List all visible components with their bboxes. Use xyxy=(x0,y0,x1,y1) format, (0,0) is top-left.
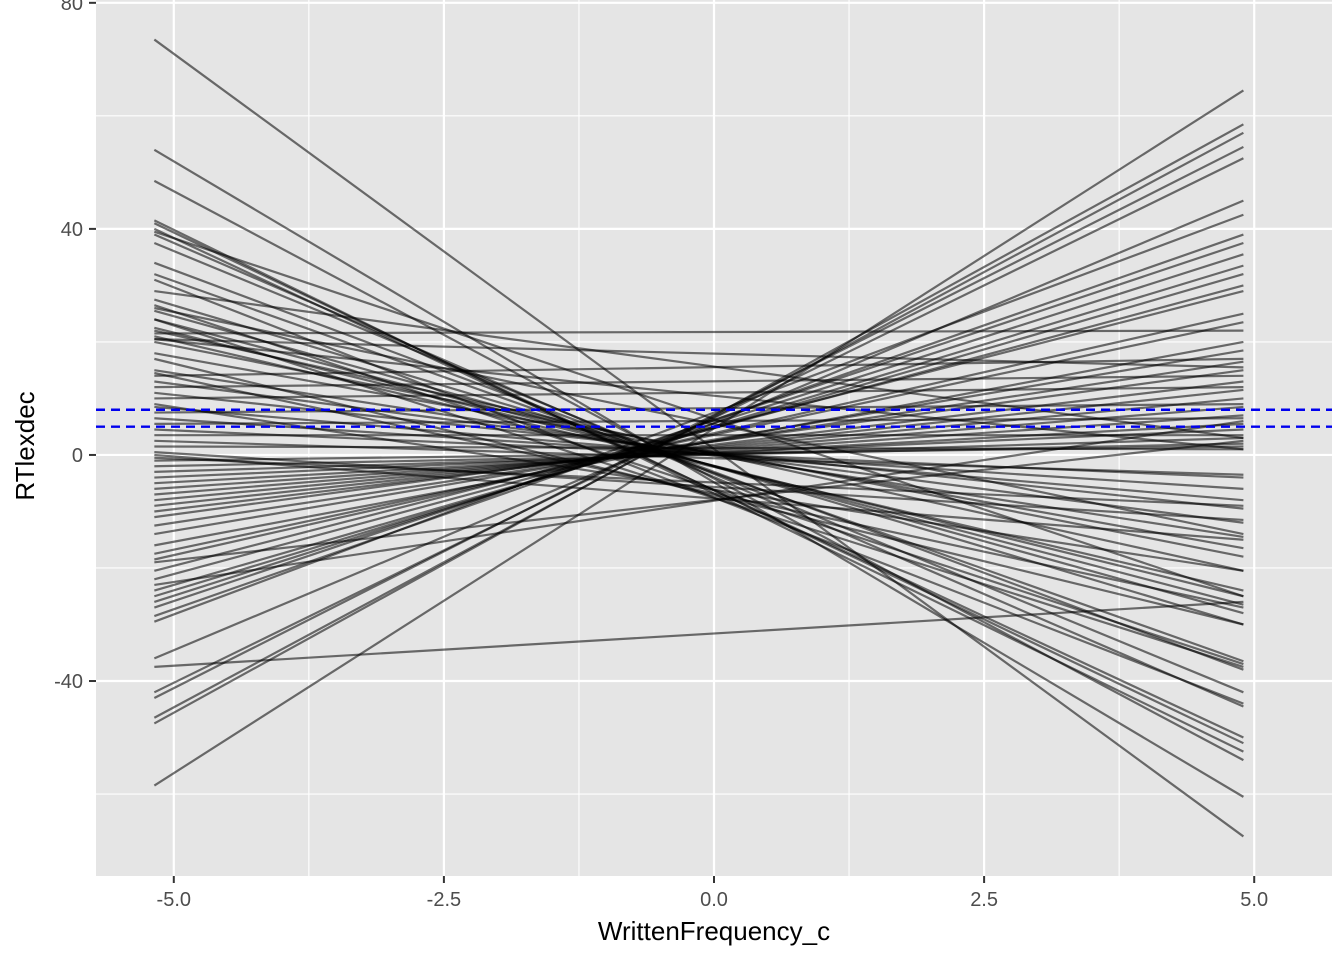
series-line xyxy=(154,312,1244,561)
series-line xyxy=(153,233,1244,708)
x-tick-label: 2.5 xyxy=(970,889,998,911)
x-tick-label: 0.0 xyxy=(700,889,728,911)
series-line xyxy=(153,261,1244,671)
y-axis-title: RTlexdec xyxy=(10,391,40,500)
series-line xyxy=(154,369,1244,519)
series-line xyxy=(154,349,1244,536)
series-lines xyxy=(153,38,1245,838)
series-line xyxy=(154,386,1244,400)
x-axis: -5.0 -2.5 0.0 2.5 5.0 xyxy=(157,876,1268,911)
series-line xyxy=(153,199,1244,660)
x-tick-label: -2.5 xyxy=(427,889,461,911)
series-line xyxy=(154,289,1244,572)
series-line xyxy=(154,371,1244,609)
series-line xyxy=(154,380,1244,513)
series-line xyxy=(153,304,1244,666)
series-line xyxy=(153,213,1244,623)
y-tick-label: 0 xyxy=(72,445,83,467)
series-line xyxy=(153,148,1244,798)
x-tick-label: -5.0 xyxy=(157,889,191,911)
y-tick-label: 40 xyxy=(61,219,83,241)
series-line xyxy=(154,419,1244,587)
series-line xyxy=(154,374,1244,389)
series-line xyxy=(154,329,1244,335)
series-line xyxy=(154,284,1244,581)
series-line xyxy=(154,453,1244,541)
series-line xyxy=(154,306,1244,536)
series-line xyxy=(154,403,1244,572)
x-axis-title: WrittenFrequency_c xyxy=(598,916,830,946)
series-line xyxy=(154,451,1244,522)
series-line xyxy=(154,318,1244,668)
y-tick-label: -40 xyxy=(54,671,83,693)
series-line xyxy=(154,289,1244,440)
series-line xyxy=(154,456,1244,507)
series-line xyxy=(154,357,1244,377)
y-tick-label: 80 xyxy=(61,0,83,15)
series-line xyxy=(154,253,1244,603)
series-line xyxy=(153,145,1244,699)
series-line xyxy=(153,230,1244,598)
series-line xyxy=(153,241,1244,609)
series-line xyxy=(154,338,1244,451)
series-line xyxy=(154,357,1244,626)
series-line xyxy=(154,397,1244,502)
series-line xyxy=(153,273,1244,663)
series-line xyxy=(154,405,1244,496)
reference-lines xyxy=(96,408,1332,428)
series-line xyxy=(154,600,1244,668)
series-line xyxy=(154,439,1244,564)
series-line xyxy=(153,123,1244,725)
x-tick-label: 5.0 xyxy=(1240,889,1268,911)
y-axis: -40 0 40 80 xyxy=(54,0,96,693)
